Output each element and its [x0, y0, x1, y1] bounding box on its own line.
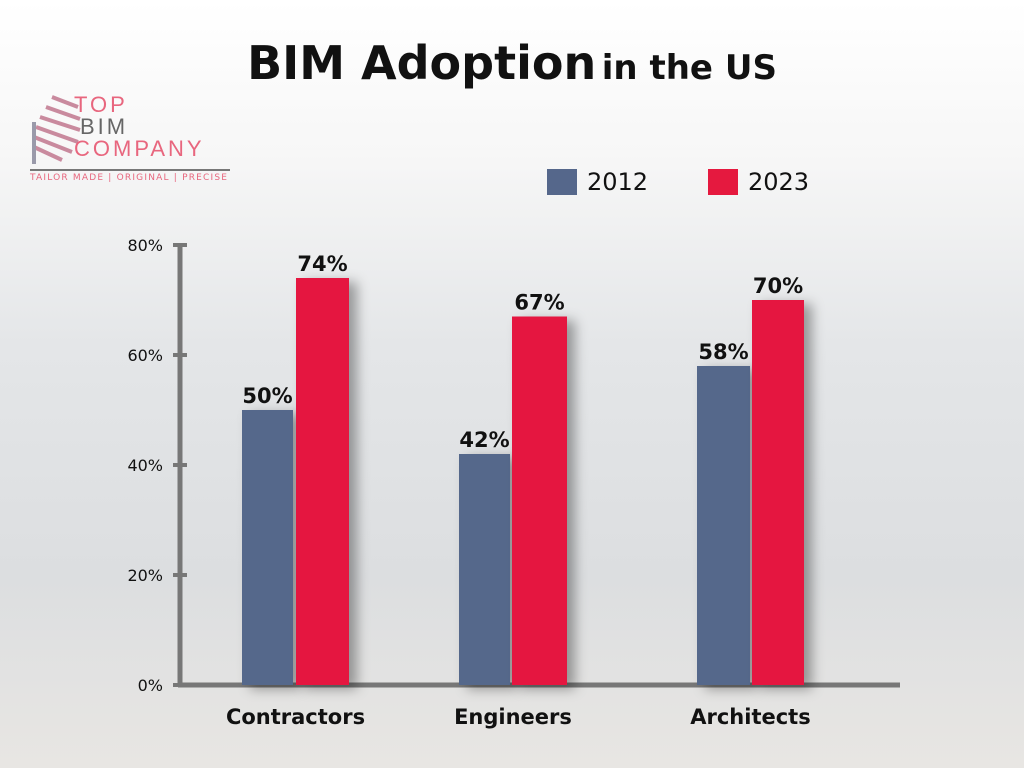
data-label: 67% — [514, 291, 564, 315]
title-main: BIM Adoption — [247, 36, 597, 90]
y-tick-label: 20% — [127, 566, 163, 585]
y-tick-label: 60% — [127, 346, 163, 365]
legend-swatch-2012 — [547, 169, 577, 195]
legend-label-2023: 2023 — [748, 168, 810, 196]
category-label: Contractors — [226, 705, 365, 729]
bar-2023-contractors — [296, 278, 349, 685]
bar-2023-architects — [752, 300, 804, 685]
legend-item-2023: 2023 — [708, 168, 809, 196]
y-tick-label: 0% — [138, 676, 163, 695]
legend-label-2012: 2012 — [587, 168, 649, 196]
logo-text-top: TOP — [74, 92, 128, 117]
logo-tagline: TAILOR MADE | ORIGINAL | PRECISE — [30, 173, 229, 183]
logo-divider — [30, 169, 230, 171]
data-label: 70% — [753, 274, 803, 298]
data-label: 42% — [459, 428, 509, 452]
data-label: 50% — [242, 384, 292, 408]
category-label: Engineers — [454, 705, 572, 729]
bar-2012-architects — [697, 366, 750, 685]
y-tick-label: 80% — [127, 236, 163, 255]
logo-text-company: COMPANY — [74, 136, 205, 161]
logo-text-bim: BIM — [80, 114, 129, 139]
bar-2012-contractors — [242, 410, 293, 685]
chart-title: BIM Adoption in the US — [0, 36, 1024, 90]
legend-item-2012: 2012 — [547, 168, 648, 196]
bar-2023-engineers — [512, 316, 567, 685]
logo: TOP BIM COMPANY TAILOR MADE | ORIGINAL |… — [28, 92, 238, 187]
logo-mark-icon — [32, 95, 81, 164]
bar-2012-engineers — [459, 454, 510, 685]
title-rest: in the US — [601, 48, 777, 88]
data-label: 74% — [297, 252, 347, 276]
legend-swatch-2023 — [708, 169, 738, 195]
category-label: Architects — [690, 705, 810, 729]
y-tick-label: 40% — [127, 456, 163, 475]
data-label: 58% — [698, 340, 748, 364]
